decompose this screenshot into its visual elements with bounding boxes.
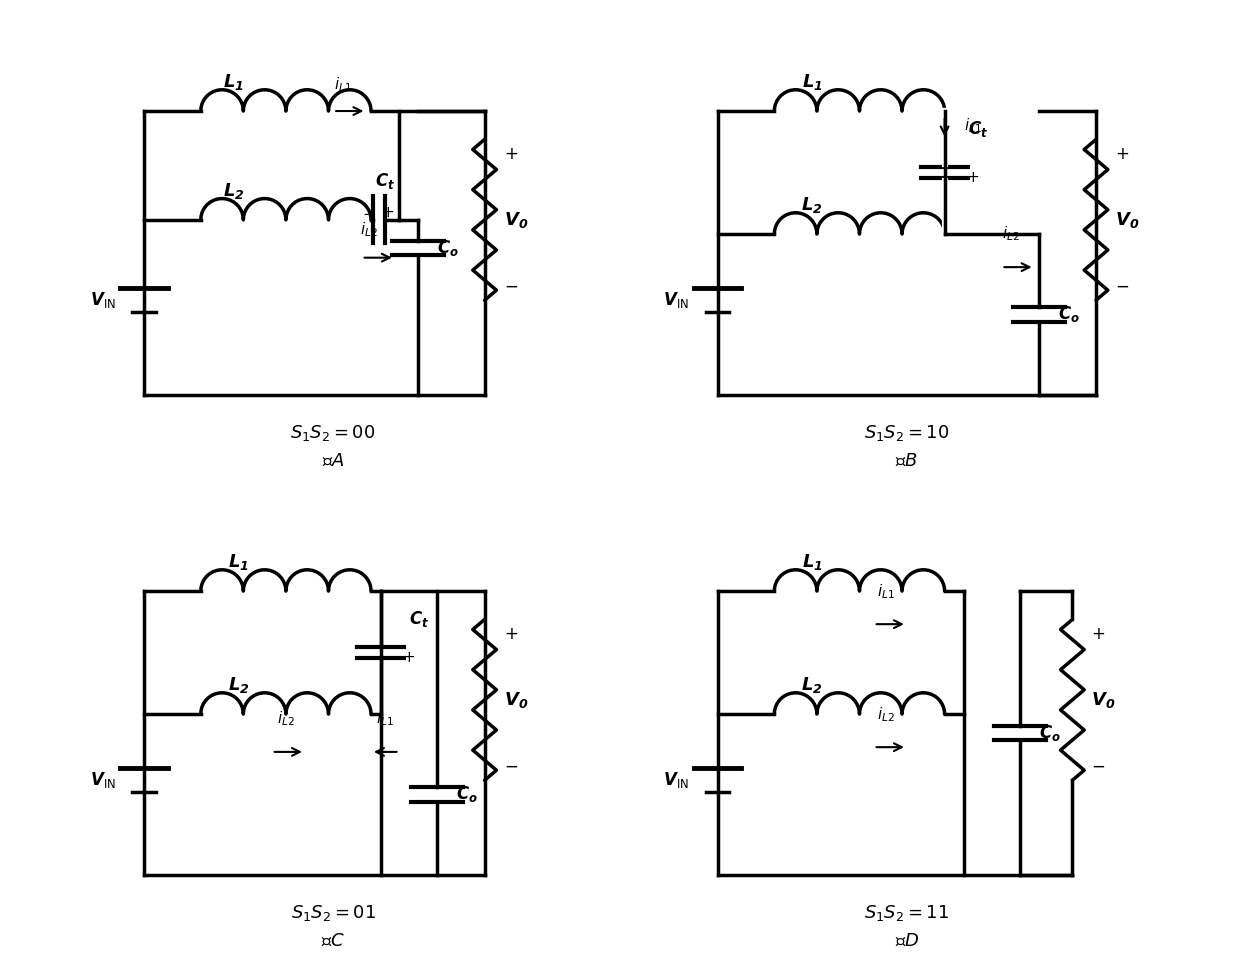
Text: $\bfit{C}_t$: $\bfit{C}_t$ (376, 171, 396, 191)
Text: $\bfit{C}_t$: $\bfit{C}_t$ (409, 609, 429, 629)
Text: $-$: $-$ (355, 650, 368, 664)
Text: $+$: $+$ (503, 145, 517, 162)
Text: $\bfit{L}_2$: $\bfit{L}_2$ (223, 181, 244, 201)
Text: $\bfit{V}_0$: $\bfit{V}_0$ (1115, 210, 1140, 230)
Text: $i_{L2}$: $i_{L2}$ (1002, 224, 1019, 244)
Text: $\bfit{V}_{\rm IN}$: $\bfit{V}_{\rm IN}$ (89, 290, 115, 310)
Text: $\bfit{C}_o$: $\bfit{C}_o$ (456, 784, 479, 805)
Text: $\bfit{C}_o$: $\bfit{C}_o$ (438, 238, 459, 258)
Text: $\bfit{V}_{\rm IN}$: $\bfit{V}_{\rm IN}$ (663, 290, 689, 310)
Text: $-$: $-$ (503, 757, 517, 776)
Text: $-$: $-$ (362, 205, 376, 220)
Text: $\bfit{V}_0$: $\bfit{V}_0$ (503, 210, 528, 230)
Text: $i_{L1}$: $i_{L1}$ (877, 582, 894, 601)
Text: 图$C$: 图$C$ (321, 932, 345, 951)
Text: $\bfit{L}_1$: $\bfit{L}_1$ (223, 73, 244, 92)
Text: $S_1S_2=01$: $S_1S_2=01$ (290, 903, 376, 923)
Text: $+$: $+$ (381, 205, 394, 220)
Text: 图$A$: 图$A$ (322, 453, 345, 470)
Text: $+$: $+$ (402, 650, 415, 664)
Text: $S_1S_2=11$: $S_1S_2=11$ (864, 903, 950, 923)
Text: 图$D$: 图$D$ (894, 932, 919, 951)
Text: $\bfit{C}_o$: $\bfit{C}_o$ (1039, 723, 1061, 743)
Text: $+$: $+$ (503, 625, 517, 643)
Text: $\bfit{C}_o$: $\bfit{C}_o$ (1058, 305, 1080, 325)
Text: $-$: $-$ (1091, 757, 1105, 776)
Text: $i_{L1}$: $i_{L1}$ (963, 116, 981, 134)
Text: $+$: $+$ (1115, 145, 1130, 162)
Text: $i_{L2}$: $i_{L2}$ (360, 220, 378, 239)
Text: $\bfit{V}_0$: $\bfit{V}_0$ (503, 689, 528, 710)
Text: $S_1S_2=10$: $S_1S_2=10$ (864, 423, 950, 443)
Text: $i_{L1}$: $i_{L1}$ (334, 75, 352, 95)
Text: $-$: $-$ (919, 170, 932, 185)
Text: $\bfit{V}_0$: $\bfit{V}_0$ (1091, 689, 1116, 710)
Text: $\bfit{V}_{\rm IN}$: $\bfit{V}_{\rm IN}$ (663, 771, 689, 790)
Text: $+$: $+$ (966, 170, 980, 185)
Text: $\bfit{L}_1$: $\bfit{L}_1$ (802, 73, 822, 92)
Text: $+$: $+$ (1091, 625, 1105, 643)
Text: $\bfit{V}_{\rm IN}$: $\bfit{V}_{\rm IN}$ (89, 771, 115, 790)
Text: $i_{L2}$: $i_{L2}$ (877, 705, 894, 723)
Text: 图$B$: 图$B$ (895, 453, 918, 470)
Text: $\bfit{C}_t$: $\bfit{C}_t$ (968, 119, 988, 139)
Text: $\bfit{L}_1$: $\bfit{L}_1$ (802, 552, 822, 572)
Text: $S_1S_2=00$: $S_1S_2=00$ (290, 423, 376, 443)
Text: $\bfit{L}_2$: $\bfit{L}_2$ (228, 675, 249, 695)
Text: $-$: $-$ (1115, 278, 1130, 295)
Text: $\bfit{L}_1$: $\bfit{L}_1$ (228, 552, 249, 572)
Text: $\bfit{L}_2$: $\bfit{L}_2$ (801, 195, 823, 215)
Text: $\bfit{L}_2$: $\bfit{L}_2$ (801, 675, 823, 695)
Text: $i_{L1}$: $i_{L1}$ (376, 710, 394, 728)
Text: $-$: $-$ (503, 278, 517, 295)
Text: $i_{L2}$: $i_{L2}$ (277, 710, 295, 728)
